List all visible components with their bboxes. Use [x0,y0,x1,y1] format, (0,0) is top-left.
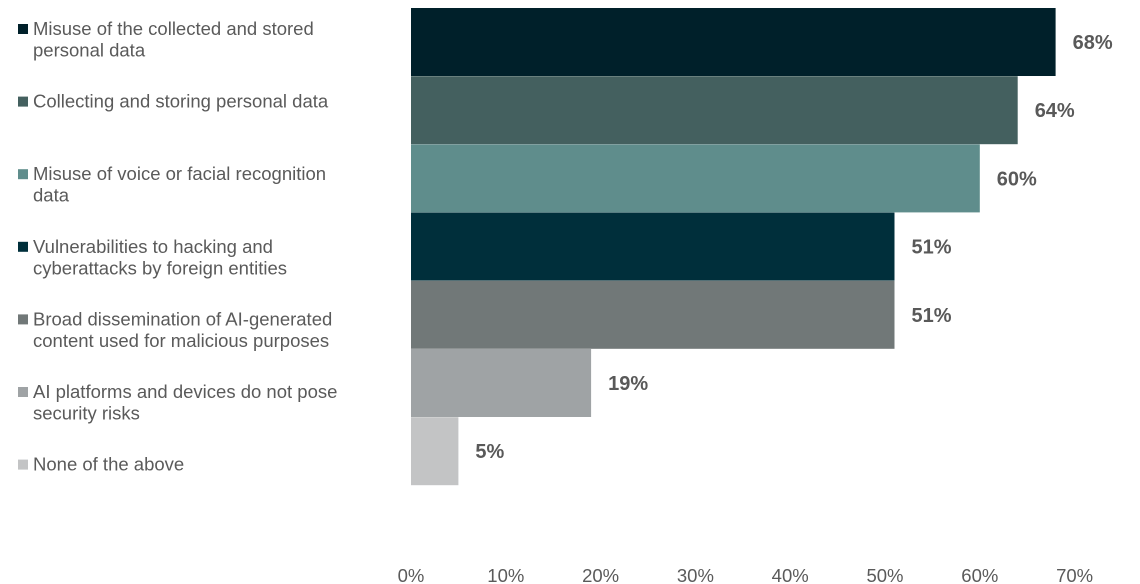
value-label-5: 51% [912,305,952,327]
chart-bars [411,8,1056,486]
bar-2 [411,76,1018,145]
value-label-7: 5% [475,441,504,463]
legend-label-7-line-1: None of the above [33,454,184,475]
value-label-2: 64% [1035,100,1075,122]
bar-7 [411,417,459,486]
legend-swatch-5 [18,314,28,325]
x-tick-label-70: 70% [1056,565,1093,584]
x-tick-label-40: 40% [772,565,809,584]
legend-label-4-line-1: Vulnerabilities to hacking and [33,236,273,257]
x-tick-label-20: 20% [582,565,619,584]
chart-value-labels: 68% 64% 60% 51% 51% 19% 5% [475,32,1112,463]
bar-5 [411,280,895,349]
bar-1 [411,8,1056,76]
legend-swatch-2 [18,96,28,107]
legend-label-2-line-1: Collecting and storing personal data [33,91,329,112]
x-tick-label-60: 60% [961,565,998,584]
legend-label-5-line-1: Broad dissemination of AI-generated [33,308,332,329]
legend-swatch-1 [18,24,28,34]
legend-swatch-6 [18,387,28,397]
legend-label-6-line-2: security risks [33,403,140,424]
legend-swatch-7 [18,459,28,470]
x-axis-tick-labels: 0% 10% 20% 30% 40% 50% 60% 70% [398,565,1093,584]
legend-label-3-line-1: Misuse of voice or facial recognition [33,163,326,184]
value-label-6: 19% [608,373,648,395]
legend-label-4-line-2: cyberattacks by foreign entities [33,257,287,278]
legend-label-3-line-2: data [33,185,70,206]
x-tick-label-50: 50% [866,565,903,584]
value-label-1: 68% [1073,32,1113,54]
value-label-3: 60% [997,168,1037,190]
bar-4 [411,212,895,281]
value-label-4: 51% [912,237,952,259]
legend-label-6-line-1: AI platforms and devices do not pose [33,381,337,402]
legend-label-1-line-1: Misuse of the collected and stored [33,18,314,39]
x-tick-label-30: 30% [677,565,714,584]
x-tick-label-0: 0% [398,565,425,584]
bar-6 [411,349,592,417]
chart-legend: Misuse of the collected and storedperson… [18,18,337,475]
legend-label-1-line-2: personal data [33,40,146,61]
legend-swatch-4 [18,241,28,252]
bar-3 [411,144,980,213]
x-tick-label-10: 10% [487,565,524,584]
legend-swatch-3 [18,169,28,180]
legend-label-5-line-2: content used for malicious purposes [33,330,329,351]
